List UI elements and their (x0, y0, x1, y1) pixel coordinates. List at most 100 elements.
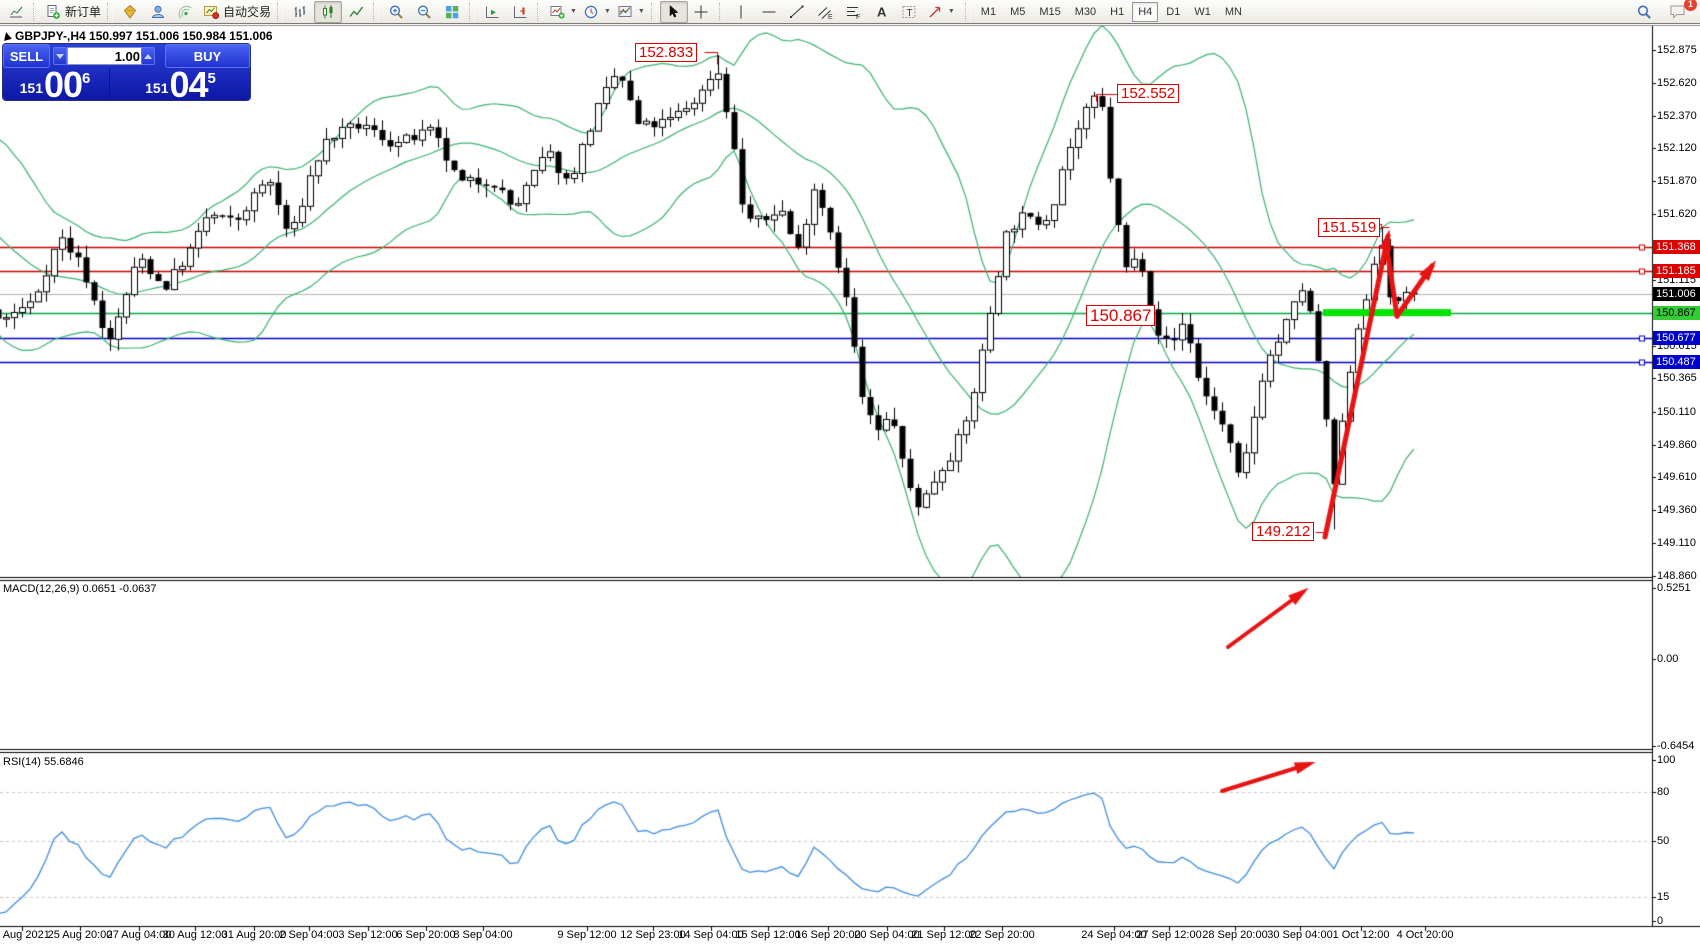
candlestick-chart-button[interactable] (314, 0, 343, 23)
channel-icon: E (817, 4, 834, 20)
new-order-icon (45, 4, 62, 20)
search-icon (1636, 4, 1653, 20)
price-callout-label[interactable]: 149.212 (1252, 522, 1315, 541)
time-axis-label: 28 Sep 20:00 (1202, 929, 1268, 941)
timeframe-m1[interactable]: M1 (980, 5, 997, 18)
zoom-in-button[interactable] (382, 1, 410, 23)
bar-chart-button[interactable] (286, 1, 314, 23)
periods-button[interactable]: ▼ (580, 1, 614, 23)
auto-scroll-button[interactable] (478, 1, 506, 23)
sell-price[interactable]: 151 00 6 (3, 64, 107, 105)
line-chart-button[interactable] (342, 1, 370, 23)
timeframe-m5[interactable]: M5 (1010, 5, 1026, 18)
time-axis-label: 21 Sep 12:00 (911, 929, 977, 941)
svg-text:E: E (828, 14, 833, 20)
horizontal-line-tool[interactable] (756, 1, 784, 23)
equidistant-channel-tool[interactable]: E (812, 1, 840, 23)
timeframe-h1[interactable]: H1 (1110, 5, 1125, 18)
toolbar-grip (469, 2, 476, 21)
profile-icon (150, 4, 167, 20)
time-axis-label: 30 Aug 12:00 (162, 929, 228, 941)
chevron-down-icon: ▼ (637, 8, 645, 15)
time-axis-label: 4 Aug 2021 (0, 929, 50, 941)
timeframe-w1[interactable]: W1 (1194, 5, 1211, 18)
cursor-tool-button[interactable] (659, 0, 688, 23)
chart-icon[interactable] (2, 1, 30, 23)
crosshair-tool-button[interactable] (688, 1, 716, 23)
sell-price-big: 00 (43, 64, 83, 105)
price-callout-label[interactable]: 150.867 (1086, 305, 1156, 326)
time-axis-label: 20 Sep 04:00 (854, 929, 920, 941)
chat-button[interactable]: 1 (1664, 0, 1697, 23)
volume-increase-button[interactable] (141, 47, 155, 65)
timeframe-mn[interactable]: MN (1224, 5, 1242, 18)
toolbar-grip (537, 2, 544, 21)
styler-button[interactable] (116, 1, 144, 23)
vertical-line-tool[interactable] (728, 1, 756, 23)
community-button[interactable] (144, 1, 172, 23)
price-tick-label: 150.365 (1657, 372, 1697, 385)
zoom-out-icon (416, 4, 433, 20)
notification-badge: 1 (1684, 0, 1697, 11)
arrows-tool[interactable]: ▼ (924, 1, 958, 23)
price-tick-label: 148.860 (1657, 569, 1697, 582)
autotrade-button[interactable]: 自动交易 (200, 1, 274, 23)
price-tick-label: 151.620 (1657, 207, 1697, 220)
arrows-tool-icon (927, 4, 944, 20)
timeframe-d1[interactable]: D1 (1166, 5, 1181, 18)
crosshair-icon (693, 4, 710, 20)
price-tick-label: 152.120 (1657, 142, 1697, 155)
new-order-button[interactable]: 新订单 (42, 1, 104, 23)
toolbar-grip (650, 2, 657, 21)
price-callout-label[interactable]: 151.519 (1318, 218, 1381, 237)
search-button[interactable] (1630, 1, 1658, 23)
price-tick-label: 150.110 (1657, 405, 1696, 418)
buy-price-sup: 5 (207, 70, 216, 87)
text-tool[interactable]: A (868, 1, 896, 23)
price-badge: 151.368 (1653, 240, 1700, 254)
trendline-tool[interactable] (784, 1, 812, 23)
clock-icon (583, 4, 600, 20)
price-callout-label[interactable]: 152.552 (1117, 84, 1180, 103)
sell-button[interactable]: SELL (3, 44, 50, 68)
toolbar-grip (107, 2, 114, 21)
text-label-icon: T (901, 4, 918, 20)
svg-text:T: T (907, 7, 913, 18)
zoom-out-button[interactable] (410, 1, 438, 23)
templates-button[interactable]: ▼ (614, 1, 648, 23)
time-axis-label: 22 Sep 20:00 (969, 929, 1035, 941)
time-axis-label: 31 Aug 20:00 (221, 929, 287, 941)
price-tick-label: 149.360 (1657, 504, 1697, 517)
tile-windows-button[interactable] (438, 1, 466, 23)
buy-price[interactable]: 151 04 5 (109, 67, 251, 103)
indicators-button[interactable]: ▼ (546, 1, 580, 23)
chevron-down-icon: ▼ (603, 8, 611, 15)
buy-button[interactable]: BUY (165, 44, 250, 68)
time-axis-label: 2 Sep 04:00 (279, 929, 339, 941)
price-callout-label[interactable]: 152.833 (635, 43, 698, 62)
auto-scroll-icon (484, 4, 501, 20)
vline-icon (733, 4, 750, 20)
bars-chart-icon (292, 4, 309, 20)
timeframe-m30[interactable]: M30 (1074, 5, 1097, 18)
line-chart-icon (348, 4, 365, 20)
volume-decrease-button[interactable] (53, 47, 67, 65)
fibo-icon: F (845, 4, 862, 20)
signals-button[interactable] (172, 1, 200, 23)
fibonacci-tool[interactable]: F (840, 1, 868, 23)
sell-price-prefix: 151 (19, 80, 43, 96)
macd-indicator-label: MACD(12,26,9) 0.0651 -0.0637 (3, 583, 157, 595)
text-label-tool[interactable]: T (896, 1, 924, 23)
tiles-icon (444, 4, 461, 20)
timeframe-group: M1 M5 M15 M30 H1 H4 D1 W1 MN (962, 1, 1249, 22)
chart-shift-button[interactable] (506, 1, 534, 23)
sell-price-sup: 6 (82, 70, 91, 87)
svg-text:A: A (877, 4, 887, 19)
price-badge: 150.487 (1653, 355, 1700, 370)
price-tick-label: 149.110 (1657, 536, 1696, 549)
timeframe-m15[interactable]: M15 (1039, 5, 1061, 18)
timeframe-h4[interactable]: H4 (1132, 1, 1159, 22)
signals-icon (178, 4, 195, 20)
volume-input[interactable] (67, 47, 145, 65)
